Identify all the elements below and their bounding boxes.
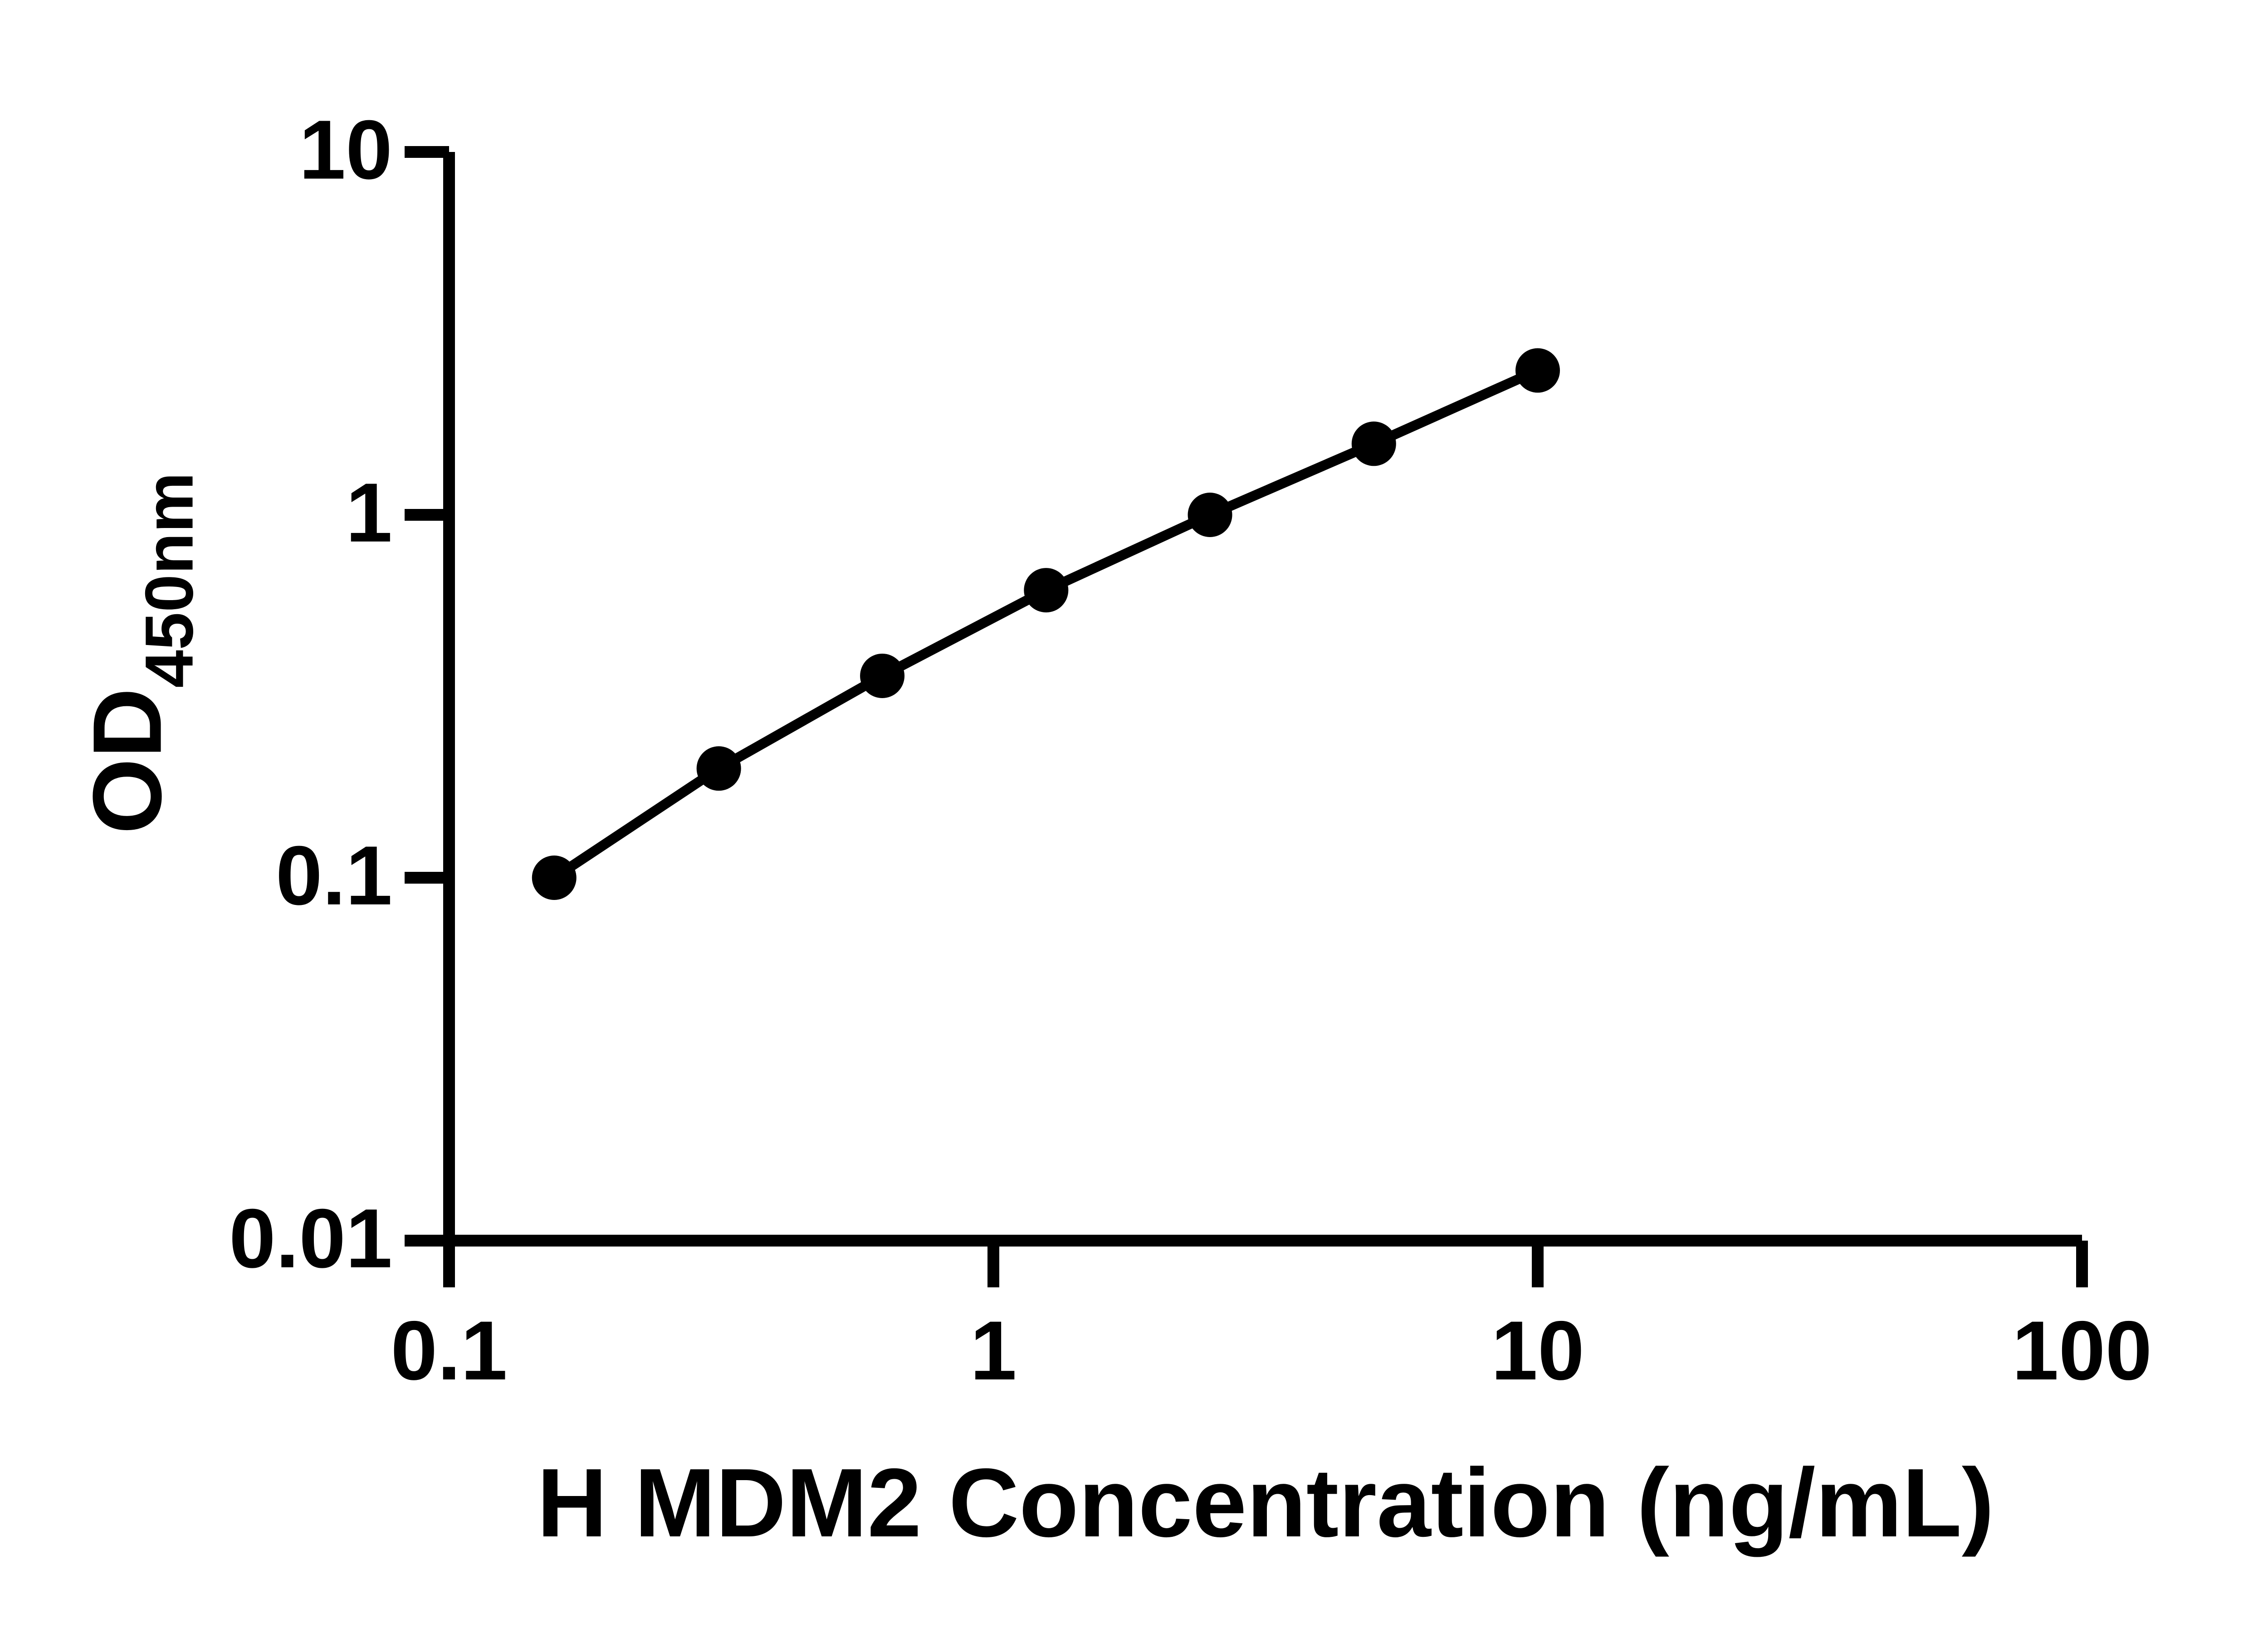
x-axis-title: H MDM2 Concentration (ng/mL) <box>537 1448 1994 1557</box>
data-point <box>1351 421 1396 466</box>
x-tick-label: 1 <box>970 1304 1017 1398</box>
x-tick-label: 100 <box>2012 1304 2152 1398</box>
y-tick-label: 0.01 <box>229 1192 392 1286</box>
data-point <box>1188 493 1232 537</box>
x-tick-label: 0.1 <box>391 1304 508 1398</box>
y-tick-label: 10 <box>299 103 392 197</box>
x-tick-label: 10 <box>1491 1304 1584 1398</box>
data-point <box>696 746 741 791</box>
data-point <box>1024 568 1069 613</box>
data-point <box>1515 348 1560 393</box>
data-point <box>860 653 905 698</box>
y-tick-label: 1 <box>346 466 392 560</box>
y-axis-title-base: OD <box>72 688 182 834</box>
y-tick-label: 0.1 <box>275 829 392 923</box>
data-point <box>532 856 577 900</box>
